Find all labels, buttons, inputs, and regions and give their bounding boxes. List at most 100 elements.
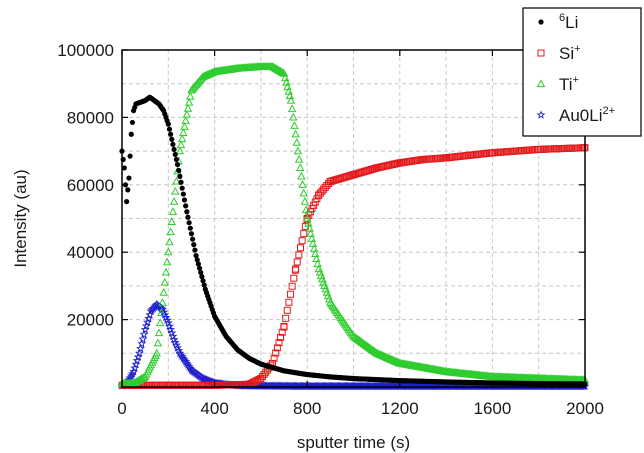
data-point-Au0Li2+ xyxy=(180,355,189,364)
data-point-Au0Li2+ xyxy=(177,352,187,361)
data-point-6Li xyxy=(198,269,204,276)
data-point-Si+ xyxy=(295,251,303,259)
data-point-Ti+ xyxy=(287,104,297,113)
data-point-Ti+ xyxy=(176,140,186,149)
legend-label: Si+ xyxy=(559,43,581,63)
data-point-6Li xyxy=(196,265,203,271)
data-point-Au0Li2+ xyxy=(181,357,191,366)
data-point-Au0Li2+ xyxy=(175,348,185,358)
data-point-6Li xyxy=(179,185,185,191)
data-point-6Li xyxy=(177,173,183,179)
legend: 6Li Si+ Ti+ Au0Li2+ xyxy=(522,7,642,137)
data-point-Si+ xyxy=(275,339,283,347)
data-point-Ti+ xyxy=(158,298,167,306)
data-point-Ti+ xyxy=(184,97,194,106)
data-point-Si+ xyxy=(270,354,278,362)
data-point-6Li xyxy=(169,136,175,142)
data-point-Au0Li2+ xyxy=(184,362,194,371)
data-point-Ti+ xyxy=(290,121,299,129)
data-point-6Li xyxy=(180,191,186,197)
y-tick-label: 80000 xyxy=(67,108,114,127)
data-point-Si+ xyxy=(273,344,281,352)
data-point-Ti+ xyxy=(164,247,173,256)
data-point-6Li xyxy=(188,231,195,237)
y-tick-label: 40000 xyxy=(67,243,114,262)
data-point-Au0Li2+ xyxy=(165,321,174,331)
data-point-Si+ xyxy=(287,290,295,298)
data-point-Ti+ xyxy=(296,163,305,172)
x-tick-label: 0 xyxy=(117,399,126,418)
data-point-6Li xyxy=(187,225,193,231)
data-point-Si+ xyxy=(293,258,301,266)
x-axis-title: sputter time (s) xyxy=(297,433,410,452)
data-point-Ti+ xyxy=(292,138,302,146)
series-6Li xyxy=(119,94,588,387)
y-axis-title: Intensity (au) xyxy=(11,169,30,267)
data-point-6Li xyxy=(166,126,173,132)
data-point-Si+ xyxy=(272,349,280,357)
data-point-6Li xyxy=(201,282,207,288)
data-point-Ti+ xyxy=(183,103,193,112)
data-point-Ti+ xyxy=(278,68,288,77)
data-point-Au0Li2+ xyxy=(167,328,177,337)
data-point-6Li xyxy=(184,209,190,215)
legend-item: Ti+ xyxy=(536,74,579,94)
data-point-6Li xyxy=(190,236,196,242)
data-point-Ti+ xyxy=(154,328,164,337)
data-point-6Li xyxy=(199,274,205,280)
data-point-Au0Li2+ xyxy=(176,350,186,359)
axis-ticks: 0 400 800 1200 1600 2000 20000 40000 60000 80000 1… xyxy=(57,41,604,418)
data-point-Ti+ xyxy=(160,277,170,286)
data-point-6Li xyxy=(173,156,180,163)
legend-marker xyxy=(536,79,546,88)
data-point-Si+ xyxy=(296,244,304,252)
data-point-6Li xyxy=(121,165,127,171)
data-point-Ti+ xyxy=(177,134,187,143)
data-point-Au0Li2+ xyxy=(178,353,188,363)
data-point-6Li xyxy=(186,220,192,226)
data-point-Ti+ xyxy=(293,146,303,155)
legend-marker xyxy=(538,19,544,25)
legend-item: Si+ xyxy=(537,43,581,63)
data-point-Ti+ xyxy=(181,116,190,124)
data-point-Si+ xyxy=(290,274,298,282)
data-point-6Li xyxy=(125,187,131,193)
data-point-Au0Li2+ xyxy=(166,325,175,334)
data-point-Ti+ xyxy=(175,146,185,155)
x-tick-label: 1200 xyxy=(381,399,419,418)
legend-item: 6Li xyxy=(538,12,578,32)
legend-label: Ti+ xyxy=(559,74,579,94)
data-point-Au0Li2+ xyxy=(139,329,149,339)
data-point-Ti+ xyxy=(138,373,148,382)
data-point-Ti+ xyxy=(153,338,163,347)
data-point-Si+ xyxy=(285,298,293,306)
data-point-Ti+ xyxy=(137,374,146,383)
data-point-6Li xyxy=(124,199,130,205)
data-point-Ti+ xyxy=(289,112,298,121)
data-point-Si+ xyxy=(283,306,291,314)
x-tick-label: 800 xyxy=(293,399,321,418)
x-tick-label: 400 xyxy=(200,399,228,418)
data-point-Si+ xyxy=(280,322,288,330)
data-point-6Li xyxy=(171,146,177,153)
data-point-6Li xyxy=(185,214,191,220)
plot-area xyxy=(117,62,590,391)
data-point-Si+ xyxy=(300,230,308,238)
data-point-6Li xyxy=(168,131,174,137)
data-point-Ti+ xyxy=(286,95,296,104)
data-point-Ti+ xyxy=(291,129,300,138)
x-tick-label: 1600 xyxy=(473,399,511,418)
data-point-Ti+ xyxy=(186,91,195,100)
data-point-Ti+ xyxy=(394,358,403,367)
data-point-6Li xyxy=(195,261,201,267)
data-point-Ti+ xyxy=(182,110,192,118)
data-point-Si+ xyxy=(292,265,300,273)
data-point-6Li xyxy=(127,153,133,159)
data-point-Ti+ xyxy=(301,205,311,214)
x-tick-label: 2000 xyxy=(566,399,604,418)
data-point-Ti+ xyxy=(294,154,304,163)
data-point-Ti+ xyxy=(169,197,179,205)
data-point-6Li xyxy=(172,151,178,158)
data-point-6Li xyxy=(178,179,184,185)
data-point-6Li xyxy=(174,161,181,168)
